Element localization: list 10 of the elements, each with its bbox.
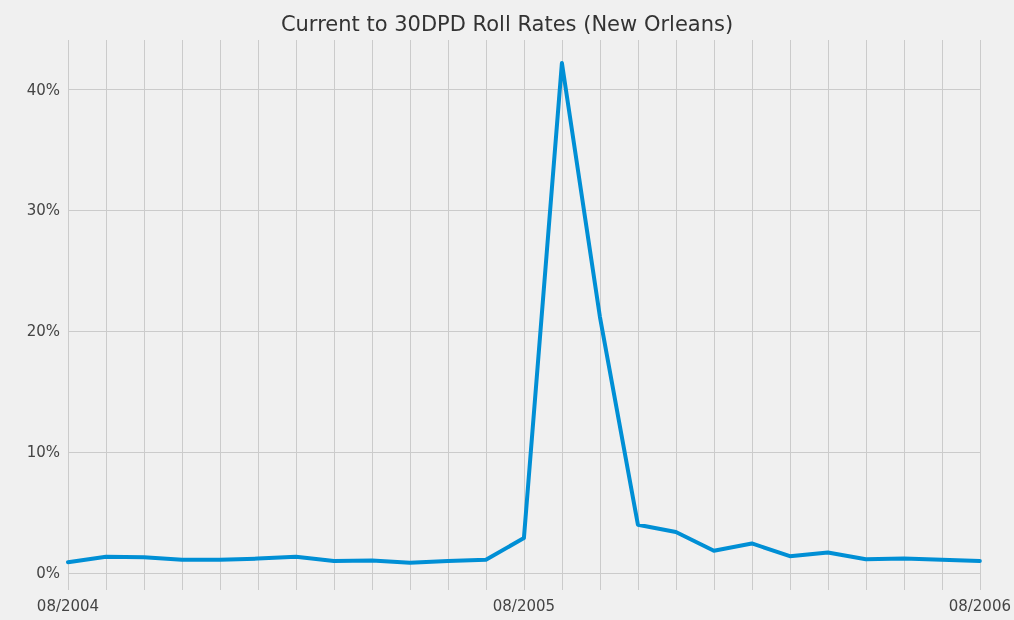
line-series bbox=[66, 60, 982, 565]
x-tick-label: 08/2005 bbox=[492, 596, 556, 615]
y-tick-label: 10% bbox=[26, 443, 60, 462]
x-tick-label: 08/2006 bbox=[948, 596, 1012, 615]
x-tick-label: 08/2004 bbox=[36, 596, 100, 615]
y-tick-label: 0% bbox=[36, 564, 60, 583]
y-tick-label: 40% bbox=[26, 80, 60, 99]
y-tick-label: 30% bbox=[26, 201, 60, 220]
y-tick-label: 20% bbox=[26, 322, 60, 341]
chart-title: Current to 30DPD Roll Rates (New Orleans) bbox=[280, 11, 734, 36]
